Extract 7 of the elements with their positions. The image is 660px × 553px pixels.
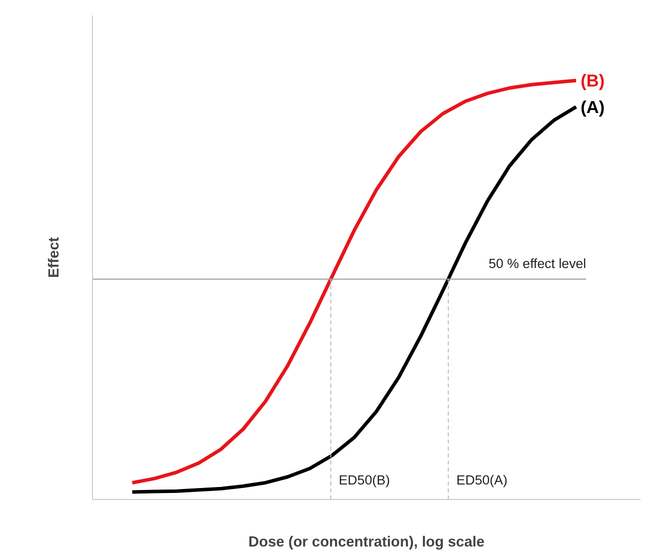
y-axis-title: Effect [46, 237, 62, 278]
x-axis-title: Dose (or concentration), log scale [248, 534, 485, 550]
ref-line-label: 50 % effect level [488, 256, 586, 272]
annotation: ED50(A) [456, 472, 508, 488]
series-label: (B) [580, 70, 605, 90]
series-label: (A) [580, 96, 605, 117]
annotation: ED50(B) [338, 472, 390, 488]
